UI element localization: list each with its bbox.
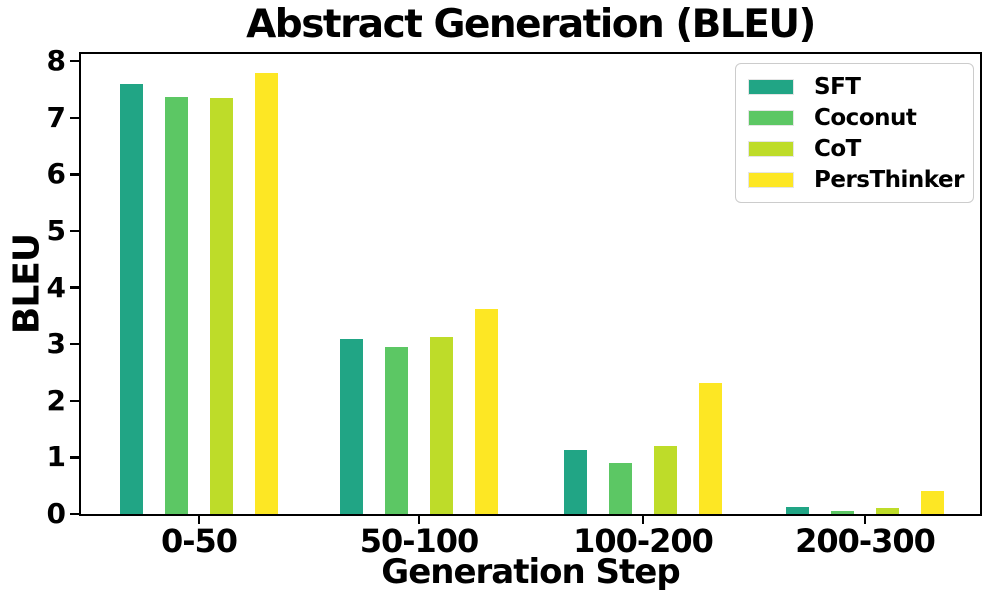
y-tick-label: 8 <box>46 44 66 78</box>
y-tick-mark <box>70 512 79 516</box>
x-tick-mark <box>417 516 421 524</box>
y-tick-label: 0 <box>46 497 66 530</box>
y-tick-mark <box>70 456 79 459</box>
y-tick-mark <box>70 229 79 233</box>
legend-item-sft: SFT <box>736 71 973 102</box>
bar-cot-0-50 <box>209 98 233 514</box>
bar-sft-100-200 <box>564 450 588 514</box>
legend-label: Coconut <box>814 104 917 131</box>
bar-coconut-200-300 <box>831 511 855 514</box>
legend: SFT Coconut CoT PersThinker <box>735 63 974 203</box>
chart-title: Abstract Generation (BLEU) <box>246 2 816 47</box>
legend-item-coconut: Coconut <box>736 102 973 133</box>
y-tick-label: 5 <box>46 214 66 247</box>
bar-coconut-0-50 <box>165 97 189 514</box>
x-tick-label: 50-100 <box>359 522 480 560</box>
legend-swatch <box>748 171 794 188</box>
bar-coconut-50-100 <box>385 347 409 514</box>
bar-coconut-100-200 <box>609 462 633 514</box>
bar-sft-50-100 <box>340 338 364 514</box>
legend-item-cot: CoT <box>736 133 973 164</box>
legend-label: SFT <box>814 73 861 100</box>
y-tick-mark <box>70 116 79 120</box>
legend-label: PersThinker <box>814 166 964 193</box>
bar-cot-100-200 <box>653 445 677 514</box>
y-tick-mark <box>70 173 79 176</box>
bar-cot-200-300 <box>875 507 899 514</box>
y-tick-label: 3 <box>46 327 66 361</box>
bar-persthinker-200-300 <box>920 491 944 514</box>
y-axis-label: BLEU <box>6 233 48 335</box>
y-tick-label: 4 <box>46 270 66 304</box>
x-tick-mark <box>863 516 867 524</box>
x-tick-mark <box>197 516 201 524</box>
y-tick-label: 2 <box>46 383 66 417</box>
legend-swatch <box>748 78 794 95</box>
y-tick-mark <box>70 342 79 346</box>
y-tick-label: 1 <box>46 440 66 474</box>
legend-label: CoT <box>814 135 861 162</box>
bar-sft-0-50 <box>120 83 144 514</box>
x-tick-mark <box>641 516 645 524</box>
legend-item-persthinker: PersThinker <box>736 164 973 195</box>
x-axis-label: Generation Step <box>381 552 680 592</box>
x-tick-label: 100-200 <box>573 522 714 560</box>
legend-swatch <box>748 140 794 157</box>
bar-persthinker-100-200 <box>698 382 722 514</box>
y-tick-mark <box>70 59 79 63</box>
bar-sft-200-300 <box>786 506 810 514</box>
bar-persthinker-50-100 <box>474 309 498 514</box>
y-tick-label: 6 <box>46 157 66 191</box>
x-tick-label: 200-300 <box>795 522 936 560</box>
plot-area: 0-50 50-100 100-200 200-300 0 1 2 3 4 5 6 7 8 SFT Co… <box>47 45 982 560</box>
legend-swatch <box>748 109 794 126</box>
y-tick-mark <box>70 286 79 289</box>
bar-persthinker-0-50 <box>254 72 278 514</box>
y-tick-label: 7 <box>46 100 66 134</box>
bar-cot-50-100 <box>429 337 453 514</box>
x-tick-label: 0-50 <box>160 522 238 560</box>
y-tick-mark <box>70 399 79 403</box>
